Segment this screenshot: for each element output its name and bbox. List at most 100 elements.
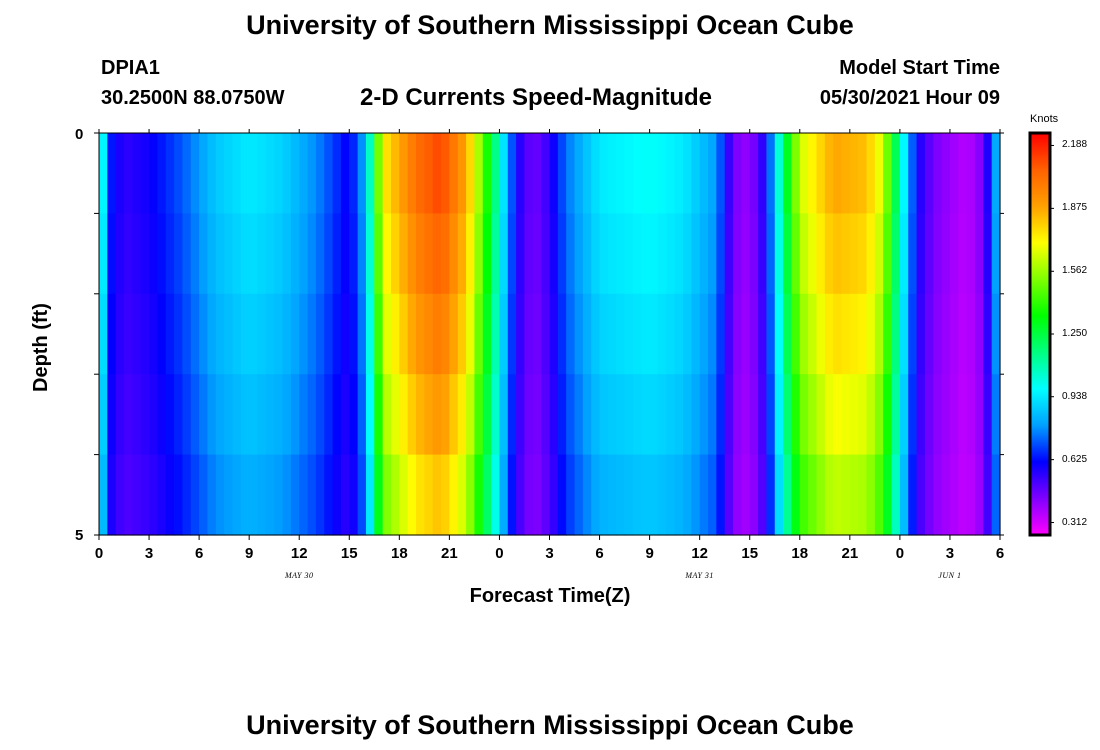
heatmap-cell bbox=[899, 293, 909, 375]
heatmap-cell bbox=[849, 133, 859, 214]
heatmap-cell bbox=[474, 374, 484, 456]
heatmap-cell bbox=[833, 213, 843, 295]
heatmap-cell bbox=[416, 293, 425, 375]
footer-title: University of Southern Mississippi Ocean… bbox=[246, 710, 854, 740]
heatmap-cell bbox=[524, 133, 534, 214]
heatmap-cell bbox=[249, 454, 259, 536]
heatmap-cell bbox=[265, 133, 275, 214]
heatmap-cell bbox=[324, 133, 334, 214]
heatmap-cell bbox=[407, 133, 417, 214]
heatmap-cell bbox=[682, 454, 692, 536]
heatmap-cell bbox=[674, 374, 684, 456]
heatmap-cell bbox=[916, 374, 926, 456]
heatmap-cell bbox=[290, 133, 300, 214]
heatmap-cell bbox=[549, 454, 559, 536]
heatmap-cell bbox=[808, 293, 818, 375]
heatmap-cell bbox=[841, 374, 851, 456]
heatmap-cell bbox=[441, 374, 450, 456]
model-start-value: 05/30/2021 Hour 09 bbox=[819, 87, 1000, 109]
heatmap-cell bbox=[774, 374, 784, 456]
heatmap-cell bbox=[708, 213, 717, 295]
heatmap-cell bbox=[532, 374, 542, 456]
heatmap-cell bbox=[174, 213, 184, 295]
heatmap-cell bbox=[491, 213, 501, 295]
heatmap-cell bbox=[399, 374, 409, 456]
heatmap-cell bbox=[524, 213, 534, 295]
heatmap-cell bbox=[199, 133, 209, 214]
heatmap-cell bbox=[290, 374, 300, 456]
heatmap-cell bbox=[841, 133, 851, 214]
heatmap-cell bbox=[582, 374, 592, 456]
heatmap-cell bbox=[215, 213, 225, 295]
heatmap-cell bbox=[632, 374, 642, 456]
heatmap-cell bbox=[591, 133, 601, 214]
heatmap-cell bbox=[891, 213, 901, 295]
heatmap-cell bbox=[958, 133, 968, 214]
heatmap-cell bbox=[624, 213, 634, 295]
heatmap-cell bbox=[966, 213, 976, 295]
heatmap-cell bbox=[841, 454, 851, 536]
heatmap-cell bbox=[424, 213, 434, 295]
heatmap-cell bbox=[107, 133, 117, 214]
heatmap-cell bbox=[182, 133, 192, 214]
x-tick-label: 6 bbox=[995, 545, 1005, 562]
heatmap-cell bbox=[382, 374, 392, 456]
heatmap-cell bbox=[340, 213, 350, 295]
heatmap-cell bbox=[883, 133, 893, 214]
heatmap-cell bbox=[582, 454, 592, 536]
heatmap-cell bbox=[124, 133, 133, 214]
heatmap-cell bbox=[416, 374, 425, 456]
heatmap-cell bbox=[382, 293, 392, 375]
heatmap-cell bbox=[449, 133, 459, 214]
heatmap-cell bbox=[849, 454, 859, 536]
heatmap-cell bbox=[716, 213, 726, 295]
heatmap-cell bbox=[207, 293, 217, 375]
colorbar-tick-label: 1.875 bbox=[1062, 202, 1088, 214]
heatmap-cell bbox=[557, 454, 567, 536]
heatmap-cell bbox=[340, 133, 350, 214]
heatmap-cell bbox=[774, 454, 784, 536]
heatmap-cell bbox=[482, 454, 492, 536]
heatmap-cell bbox=[424, 374, 434, 456]
heatmap-cell bbox=[349, 454, 359, 536]
heatmap-cell bbox=[557, 293, 567, 375]
heatmap-cell bbox=[165, 133, 175, 214]
heatmap-cell bbox=[774, 293, 784, 375]
x-tick-label: 12 bbox=[290, 545, 308, 562]
heatmap-cell bbox=[824, 293, 834, 375]
heatmap-cell bbox=[249, 293, 259, 375]
heatmap-cell bbox=[557, 213, 567, 295]
heatmap-cell bbox=[265, 374, 275, 456]
heatmap-cell bbox=[933, 454, 943, 536]
heatmap-cell bbox=[983, 454, 993, 536]
heatmap-cell bbox=[783, 293, 793, 375]
heatmap-cell bbox=[799, 454, 809, 536]
heatmap-cell bbox=[224, 213, 234, 295]
heatmap-cell bbox=[949, 133, 959, 214]
heatmap-cell bbox=[874, 293, 884, 375]
heatmap-cell bbox=[257, 293, 267, 375]
heatmap-cell bbox=[674, 454, 684, 536]
heatmap-cell bbox=[224, 133, 234, 214]
heatmap-cell bbox=[783, 454, 793, 536]
heatmap-cell bbox=[332, 213, 342, 295]
heatmap-cell bbox=[758, 374, 767, 456]
heatmap-cell bbox=[691, 454, 701, 536]
heatmap-cell bbox=[340, 374, 350, 456]
heatmap-cell bbox=[265, 213, 275, 295]
heatmap-cell bbox=[749, 293, 759, 375]
heatmap-cell bbox=[499, 293, 509, 375]
heatmap-cell bbox=[157, 454, 167, 536]
heatmap-cell bbox=[457, 454, 467, 536]
heatmap-cell bbox=[432, 374, 442, 456]
heatmap-cell bbox=[666, 374, 676, 456]
heatmap-cell bbox=[299, 454, 309, 536]
heatmap-cell bbox=[607, 374, 617, 456]
heatmap-cell bbox=[516, 454, 526, 536]
heatmap-cell bbox=[382, 213, 392, 295]
heatmap-cell bbox=[399, 213, 409, 295]
heatmap-cell bbox=[682, 213, 692, 295]
colorbar-tick-label: 1.562 bbox=[1062, 265, 1088, 277]
heatmap-cell bbox=[432, 454, 442, 536]
heatmap-cell bbox=[449, 454, 459, 536]
